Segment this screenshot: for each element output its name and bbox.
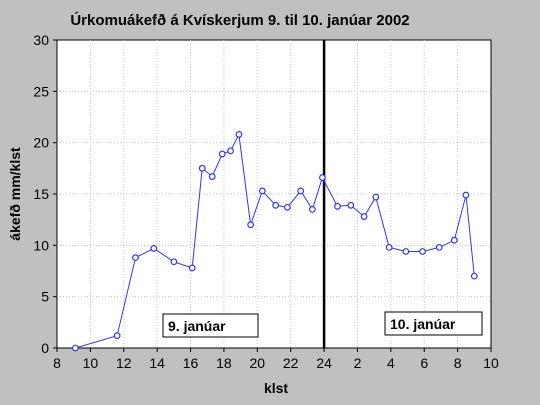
y-tick-label: 10 — [33, 237, 49, 253]
data-point — [470, 272, 478, 280]
y-axis-label: ákefð mm/klst — [7, 147, 23, 241]
data-point — [198, 164, 206, 172]
chart-title: Úrkomuákefð á Kvískerjum 9. til 10. janú… — [70, 11, 409, 29]
x-tick-label: 18 — [216, 355, 232, 371]
x-tick-label: 12 — [116, 355, 132, 371]
data-point — [208, 173, 216, 180]
data-point — [419, 248, 426, 255]
data-point — [227, 147, 235, 155]
data-point — [372, 193, 380, 201]
annotation-day1: 9. janúar — [168, 318, 226, 334]
x-tick-label: 6 — [420, 355, 428, 371]
series-group — [71, 131, 478, 352]
data-point — [347, 201, 355, 209]
data-point — [71, 344, 79, 352]
data-point — [258, 187, 266, 195]
y-tick-label: 25 — [33, 83, 49, 99]
data-point — [360, 213, 368, 220]
x-tick-label: 8 — [454, 355, 462, 371]
y-tick-label: 0 — [41, 340, 49, 356]
data-point — [308, 205, 316, 213]
x-tick-label: 4 — [387, 355, 395, 371]
x-tick-label: 20 — [250, 355, 266, 371]
data-point — [334, 202, 341, 210]
data-point — [462, 191, 470, 199]
y-tick-label: 15 — [33, 186, 49, 202]
data-point — [188, 264, 196, 272]
x-tick-label: 2 — [354, 355, 362, 371]
x-tick-label: 16 — [183, 355, 199, 371]
data-point — [385, 243, 393, 251]
grid — [57, 40, 491, 348]
y-tick-label: 30 — [33, 32, 49, 48]
x-tick-label: 24 — [316, 355, 332, 371]
x-tick-label: 22 — [283, 355, 299, 371]
y-tick-label: 5 — [41, 289, 49, 305]
x-tick-label: 10 — [83, 355, 99, 371]
annotation-box-day2 — [384, 311, 483, 336]
annotation-day2: 10. janúar — [390, 316, 456, 332]
data-point — [113, 332, 121, 340]
x-tick-label: 8 — [53, 355, 61, 371]
annotation-box-day1 — [162, 313, 259, 338]
data-point — [247, 221, 255, 229]
data-point — [402, 248, 410, 255]
x-tick-label: 14 — [149, 355, 165, 371]
data-point — [218, 150, 226, 158]
data-point — [235, 131, 243, 138]
data-point — [132, 254, 139, 262]
data-point — [319, 174, 326, 181]
x-tick-label: 10 — [483, 355, 499, 371]
data-point — [450, 236, 458, 244]
data-point — [297, 187, 305, 195]
data-point — [272, 201, 280, 209]
y-tick-label: 20 — [33, 135, 49, 151]
data-point — [435, 243, 443, 251]
data-point — [170, 258, 178, 266]
x-axis-label: klst — [264, 380, 288, 396]
data-point — [283, 203, 291, 211]
data-point — [150, 245, 158, 252]
